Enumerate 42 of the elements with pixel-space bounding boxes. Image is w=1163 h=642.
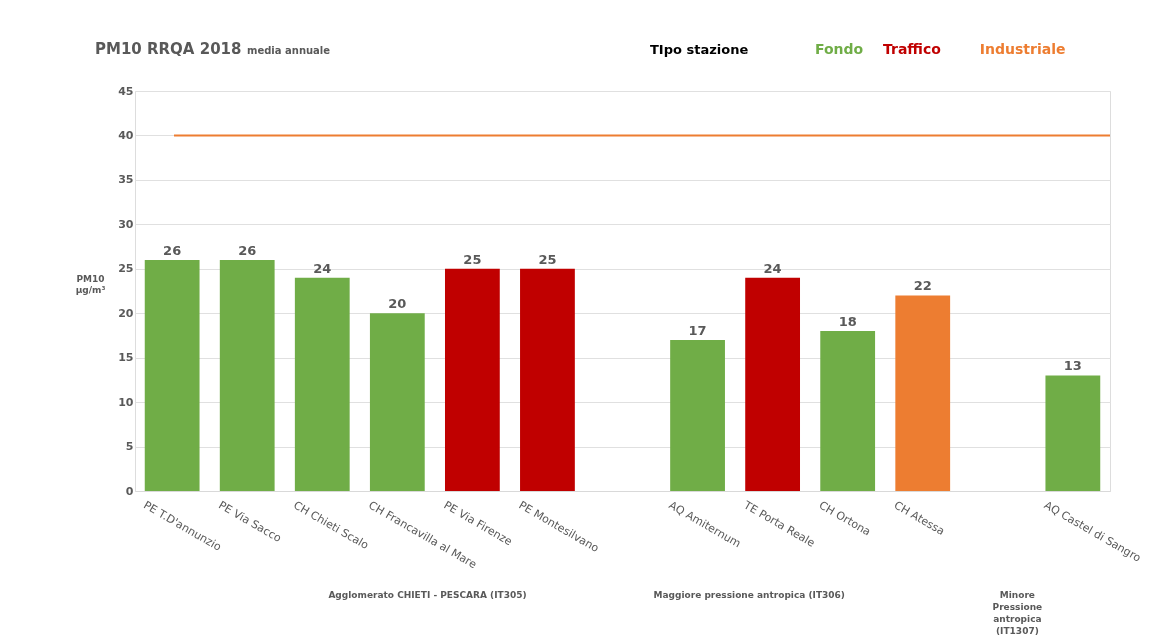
bar bbox=[820, 331, 876, 491]
bar bbox=[520, 268, 575, 491]
bar bbox=[219, 259, 275, 491]
data-label: 13 bbox=[1063, 358, 1082, 374]
bar bbox=[895, 295, 951, 491]
chart-title: PM10 RRQA 2018 bbox=[95, 40, 242, 58]
data-label: 22 bbox=[913, 278, 932, 294]
data-label: 26 bbox=[163, 242, 182, 258]
bar bbox=[745, 277, 801, 491]
bar bbox=[294, 277, 350, 491]
data-label: 26 bbox=[238, 242, 257, 258]
bar bbox=[1045, 375, 1101, 491]
data-label: 20 bbox=[388, 296, 407, 312]
y-tick-label: 45 bbox=[118, 84, 134, 98]
text: Fondo bbox=[815, 41, 864, 57]
y-tick-label: 10 bbox=[118, 395, 134, 409]
bar bbox=[670, 339, 725, 491]
data-label: 25 bbox=[463, 251, 482, 267]
y-tick-label: 20 bbox=[118, 306, 134, 320]
bar bbox=[369, 313, 425, 491]
data-label: 24 bbox=[763, 260, 782, 276]
y-tick-label: 0 bbox=[125, 484, 134, 498]
y-tick-label: 25 bbox=[118, 262, 134, 276]
text: Minore Pressione antropica (IT1307) bbox=[992, 590, 1043, 636]
y-tick-label: 15 bbox=[118, 351, 134, 365]
data-label: 17 bbox=[688, 322, 707, 338]
bar bbox=[144, 259, 200, 491]
text: Industriale bbox=[979, 41, 1066, 57]
bar bbox=[444, 268, 500, 491]
text: Maggiore pressione antropica (IT306) bbox=[653, 590, 845, 600]
y-tick-label: 35 bbox=[118, 173, 134, 187]
data-label: 18 bbox=[838, 314, 857, 329]
y-tick-label: 40 bbox=[118, 128, 134, 142]
text: Agglomerato CHIETI - PESCARA (IT305) bbox=[328, 590, 527, 600]
text: Traffico bbox=[883, 41, 942, 57]
chart-subtitle: media annuale bbox=[247, 45, 331, 56]
y-tick-label: 30 bbox=[118, 217, 134, 231]
legend-title: TIpo stazione bbox=[650, 42, 749, 57]
data-label: 24 bbox=[313, 260, 332, 276]
data-label: 25 bbox=[538, 251, 557, 267]
y-axis-title: PM10 µg/m³ bbox=[75, 273, 106, 295]
y-tick-label: 5 bbox=[125, 440, 134, 454]
